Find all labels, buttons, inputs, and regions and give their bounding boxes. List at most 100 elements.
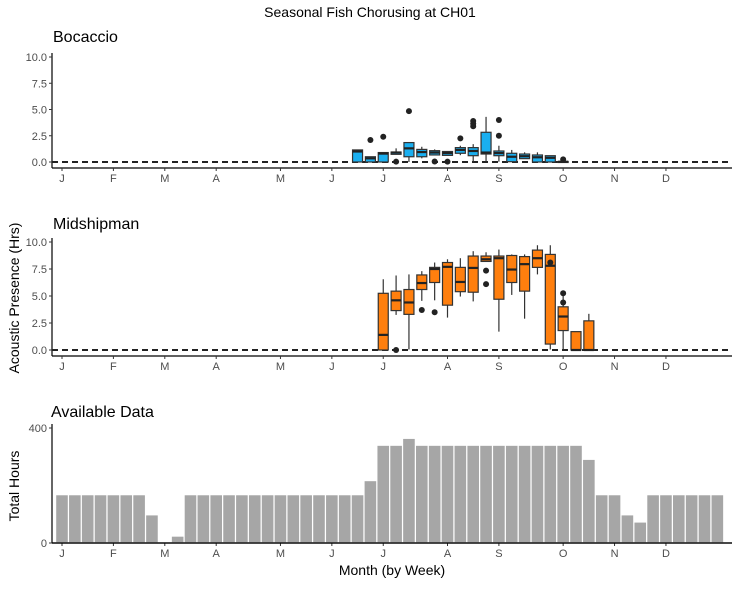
- bar-week-30: [428, 445, 441, 543]
- x-tick-label-F: F: [110, 548, 117, 560]
- x-tick-label-J: J: [381, 361, 387, 373]
- bar-week-6: [120, 495, 133, 543]
- box-week-40: [557, 156, 569, 164]
- box: [544, 253, 556, 345]
- x-tick-label-J: J: [59, 548, 65, 560]
- x-tick-label-A: A: [213, 173, 221, 185]
- box-week-26: [377, 133, 389, 163]
- box-week-37: [518, 152, 531, 160]
- panel-title-available-data: Available Data: [51, 404, 154, 421]
- box: [518, 255, 531, 292]
- x-tick-label-D: D: [662, 173, 670, 185]
- box-week-33: [467, 118, 479, 162]
- bar-week-11: [184, 495, 197, 543]
- x-tick-label-S: S: [495, 173, 502, 185]
- bar-week-33: [467, 445, 479, 543]
- box: [467, 255, 479, 293]
- y-tick-label: 5.0: [32, 291, 47, 303]
- bar-week-45: [621, 515, 634, 543]
- box-week-41: [570, 331, 582, 352]
- x-tick-label-O: O: [559, 361, 568, 373]
- bar-week-34: [480, 445, 492, 543]
- box: [429, 266, 441, 284]
- outlier-point: [495, 117, 502, 123]
- x-tick-label-J: J: [59, 361, 65, 373]
- x-tick-label-A: A: [444, 361, 452, 373]
- bar-week-24: [351, 495, 364, 543]
- box-week-35: [493, 117, 505, 162]
- box-week-28: [403, 274, 415, 350]
- bar-week-46: [634, 522, 647, 543]
- bar-week-49: [673, 495, 685, 543]
- bar-week-52: [711, 495, 724, 543]
- box: [570, 331, 582, 351]
- bar-week-44: [608, 495, 621, 543]
- x-axis-label: Month (by Week): [339, 562, 445, 578]
- bar-week-25: [364, 481, 377, 543]
- box-week-27: [390, 148, 402, 165]
- y-tick-label: 10.0: [26, 52, 47, 64]
- bar-week-40: [557, 445, 569, 543]
- box-week-39: [544, 245, 556, 350]
- bar-week-29: [416, 445, 428, 543]
- outlier-point: [470, 118, 477, 125]
- bar-week-1: [56, 495, 68, 543]
- box-week-36: [506, 254, 518, 295]
- y-tick-label: 7.5: [32, 78, 47, 90]
- box-week-37: [518, 254, 531, 319]
- x-tick-label-D: D: [662, 548, 670, 560]
- x-tick-label-M: M: [160, 361, 169, 373]
- bar-week-2: [69, 495, 81, 543]
- box: [557, 306, 569, 332]
- box-week-25: [364, 136, 376, 163]
- x-tick-label-J: J: [381, 548, 387, 560]
- y-axis-label-total-hours: Total Hours: [6, 451, 22, 522]
- box-week-24: [351, 149, 364, 163]
- box-week-34: [480, 252, 492, 288]
- bar-week-35: [493, 445, 505, 543]
- bar-week-47: [647, 495, 659, 543]
- bar-week-23: [338, 495, 351, 543]
- bar-week-41: [570, 445, 582, 543]
- outlier-point: [560, 299, 567, 306]
- outlier-point: [547, 259, 554, 266]
- box-week-32: [454, 135, 466, 156]
- x-tick-label-S: S: [495, 361, 502, 373]
- bar-week-26: [377, 445, 390, 543]
- bar-week-13: [210, 495, 222, 543]
- bar-week-19: [287, 495, 300, 543]
- bar-week-37: [518, 445, 531, 543]
- outlier-point: [483, 281, 490, 288]
- x-tick-label-A: A: [213, 548, 221, 560]
- box-week-28: [403, 108, 415, 162]
- y-tick-label: 10.0: [26, 237, 47, 249]
- x-tick-label-J: J: [329, 173, 335, 185]
- bar-week-10: [171, 536, 184, 543]
- box-week-27: [390, 275, 402, 353]
- box-week-31: [441, 150, 454, 165]
- box: [454, 266, 466, 293]
- box-week-35: [493, 249, 505, 332]
- x-tick-label-F: F: [110, 361, 117, 373]
- panel-title-midshipman: Midshipman: [53, 216, 139, 233]
- outlier-point: [483, 267, 490, 274]
- box-week-34: [480, 116, 492, 162]
- bar-week-7: [133, 495, 145, 543]
- panel-title-bocaccio: Bocaccio: [53, 29, 118, 46]
- bar-week-4: [94, 495, 107, 543]
- outlier-point: [444, 158, 451, 165]
- box: [493, 255, 505, 300]
- box-week-30: [429, 149, 441, 165]
- y-tick-label: 0.0: [32, 157, 47, 169]
- bar-week-32: [454, 445, 467, 543]
- figure-title: Seasonal Fish Chorusing at CH01: [264, 4, 476, 20]
- y-axis-label-presence: Acoustic Presence (Hrs): [6, 223, 22, 374]
- outlier-point: [367, 136, 374, 143]
- bar-week-51: [698, 495, 711, 543]
- bar-week-17: [261, 495, 274, 543]
- box-week-39: [544, 155, 556, 163]
- bar-week-22: [326, 495, 338, 543]
- bar-week-18: [274, 495, 287, 543]
- outlier-point: [495, 132, 502, 139]
- box-week-31: [441, 259, 454, 318]
